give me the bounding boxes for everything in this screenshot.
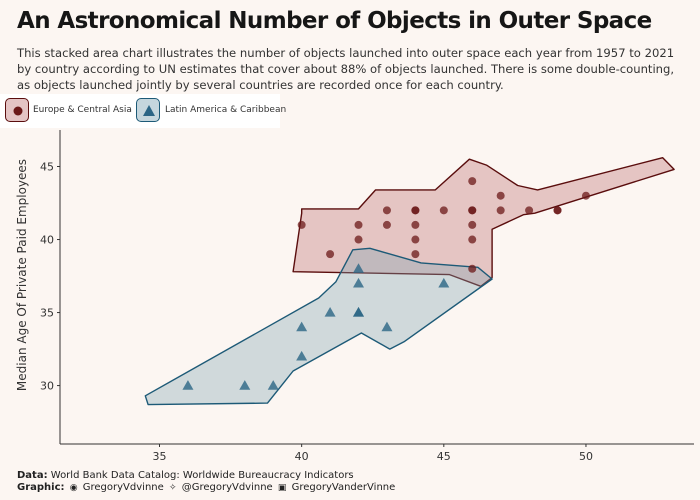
y-axis-label: Median Age Of Private Paid Employees bbox=[15, 159, 29, 391]
linkedin-icon: ▣ bbox=[277, 483, 287, 493]
europe-point-12 bbox=[468, 177, 477, 186]
latam-point-2 bbox=[267, 380, 279, 390]
chart-subtitle: This stacked area chart illustrates the … bbox=[17, 46, 675, 92]
footer-data-text: World Bank Data Catalog: Worldwide Burea… bbox=[50, 470, 354, 481]
europe-point-7 bbox=[411, 206, 420, 215]
y-tick-label-45: 45 bbox=[40, 161, 54, 174]
footer-github-handle: GregoryVdvinne bbox=[82, 482, 164, 493]
latam-area bbox=[144, 247, 493, 406]
europe-point-17 bbox=[468, 264, 477, 273]
europe-point-3 bbox=[354, 220, 363, 229]
x-tick-label-35: 35 bbox=[153, 450, 167, 463]
europe-point-1 bbox=[326, 250, 335, 259]
europe-point-0 bbox=[297, 220, 306, 229]
europe-point-19 bbox=[496, 206, 505, 215]
latam-point-11 bbox=[438, 277, 450, 288]
y-tick-label-35: 35 bbox=[40, 307, 54, 320]
legend-key-latam bbox=[136, 98, 160, 122]
latam-point-5 bbox=[324, 307, 336, 317]
legend-label-latam: Latin America & Caribbean bbox=[165, 105, 287, 115]
legend: Europe & Central Asia Latin America & Ca… bbox=[0, 94, 286, 128]
legend-key-europe bbox=[5, 98, 29, 122]
footer-graphic-line: Graphic: ◉ GregoryVdvinne ✧ @GregoryVdvi… bbox=[17, 482, 395, 493]
europe-point-2 bbox=[354, 235, 363, 244]
legend-marker-triangle bbox=[143, 105, 155, 116]
europe-point-15 bbox=[468, 220, 477, 229]
latam-point-4 bbox=[296, 321, 308, 332]
x-tick-label-45: 45 bbox=[437, 450, 451, 463]
europe-point-18 bbox=[496, 191, 505, 200]
footer-data-line: Data: World Bank Data Catalog: Worldwide… bbox=[17, 470, 354, 481]
europe-point-14 bbox=[468, 206, 477, 215]
y-tick-label-40: 40 bbox=[40, 234, 54, 247]
github-icon: ◉ bbox=[69, 483, 78, 493]
europe-point-8 bbox=[411, 220, 420, 229]
y-tick-label-30: 30 bbox=[40, 380, 54, 393]
footer-graphic-label: Graphic: bbox=[17, 482, 65, 493]
latam-point-10 bbox=[381, 321, 393, 332]
europe-point-10 bbox=[411, 250, 420, 259]
latam-point-3 bbox=[296, 350, 308, 361]
europe-point-5 bbox=[382, 220, 391, 229]
europe-point-16 bbox=[468, 235, 477, 244]
latam-point-9 bbox=[353, 307, 365, 317]
europe-point-20 bbox=[525, 206, 534, 215]
latam-point-0 bbox=[182, 380, 194, 390]
legend-marker-circle bbox=[13, 106, 23, 116]
europe-point-23 bbox=[581, 191, 590, 200]
latam-point-1 bbox=[239, 380, 251, 390]
twitter-icon: ✧ bbox=[168, 483, 177, 493]
europe-point-4 bbox=[382, 206, 391, 215]
europe-point-22 bbox=[553, 206, 562, 215]
europe-point-11 bbox=[439, 206, 448, 215]
europe-point-9 bbox=[411, 235, 420, 244]
footer-twitter-handle: @GregoryVdvinne bbox=[181, 482, 273, 493]
footer-linkedin-handle: GregoryVanderVinne bbox=[291, 482, 396, 493]
latam-point-7 bbox=[353, 277, 365, 288]
x-tick-label-40: 40 bbox=[295, 450, 309, 463]
latam-point-6 bbox=[353, 263, 365, 273]
x-tick-label-50: 50 bbox=[579, 450, 593, 463]
chart-title: An Astronomical Number of Objects in Out… bbox=[17, 8, 652, 34]
legend-label-europe: Europe & Central Asia bbox=[33, 105, 132, 115]
footer-data-label: Data: bbox=[17, 470, 48, 481]
